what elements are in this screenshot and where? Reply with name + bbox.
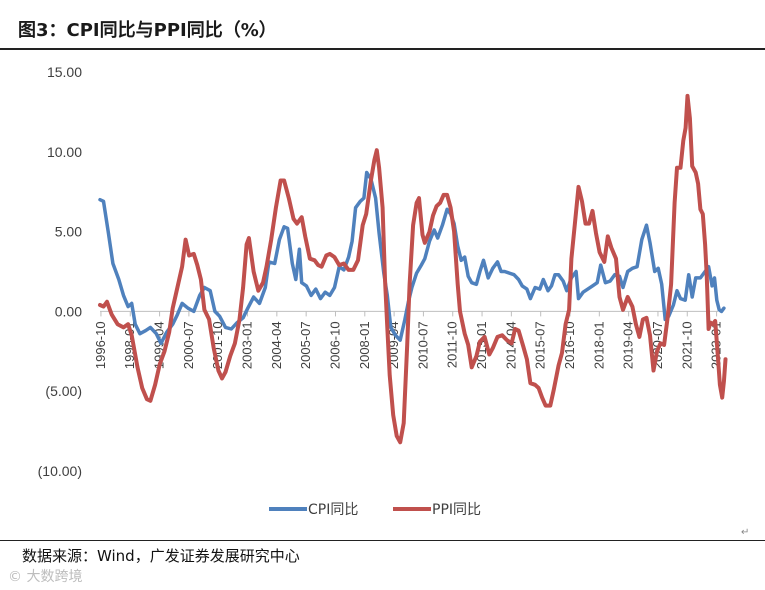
x-tick-label: 2000-07 — [181, 321, 196, 369]
x-tick-label: 2006-10 — [327, 321, 342, 369]
chart-svg: 15.00 10.00 5.00 0.00 (5.00) (10.00) 1996-10 1… — [38, 64, 728, 518]
x-tick-label: 2008-01 — [357, 321, 372, 369]
x-tick-label: 2003-01 — [240, 321, 255, 369]
x-tick-label: 2019-04 — [621, 321, 636, 369]
watermark-text: 大数跨境 — [26, 569, 83, 585]
legend-label-cpi: CPI同比 — [308, 502, 358, 518]
x-tick-label: 2011-10 — [445, 321, 460, 368]
y-tick-label: 10.00 — [47, 144, 82, 160]
ppi-series-line — [98, 93, 728, 445]
x-tick-label: 1998-01 — [122, 321, 137, 369]
title-divider — [0, 48, 765, 50]
watermark-logo: © 大数跨境 — [8, 566, 82, 586]
y-tick-label: 15.00 — [47, 64, 82, 80]
y-tick-label: 0.00 — [55, 303, 82, 319]
x-tick-label: 2005-07 — [298, 321, 313, 369]
x-tick-label: 2004-04 — [269, 321, 284, 369]
watermark-icon: © — [8, 569, 22, 585]
legend: CPI同比 PPI同比 — [269, 502, 481, 518]
y-tick-label: (10.00) — [38, 463, 82, 479]
legend-label-ppi: PPI同比 — [432, 502, 481, 518]
x-tick-label: 2018-01 — [591, 321, 606, 369]
x-tick-label: 2021-10 — [679, 321, 694, 369]
paragraph-mark-icon: ↵ — [741, 527, 750, 538]
y-axis-ticks: 15.00 10.00 5.00 0.00 (5.00) (10.00) — [38, 64, 83, 479]
series-lines — [98, 93, 728, 445]
cpi-series-line — [98, 170, 726, 346]
x-tick-label: 2015-07 — [533, 321, 548, 369]
y-tick-label: (5.00) — [45, 383, 82, 399]
title-bar: 图3：CPI同比与PPI同比（%） — [18, 14, 765, 48]
x-tick-label: 2010-07 — [415, 321, 430, 369]
x-tick-label: 1996-10 — [93, 321, 108, 369]
chart-title: 图3：CPI同比与PPI同比（%） — [18, 20, 277, 41]
x-axis-ticks: 1996-10 1998-01 1999-04 2000-07 2001-10 2003-… — [93, 311, 724, 369]
y-tick-label: 5.00 — [55, 224, 82, 240]
source-note: 数据来源：Wind，广发证券发展研究中心 — [22, 547, 300, 565]
source-divider — [0, 540, 765, 541]
